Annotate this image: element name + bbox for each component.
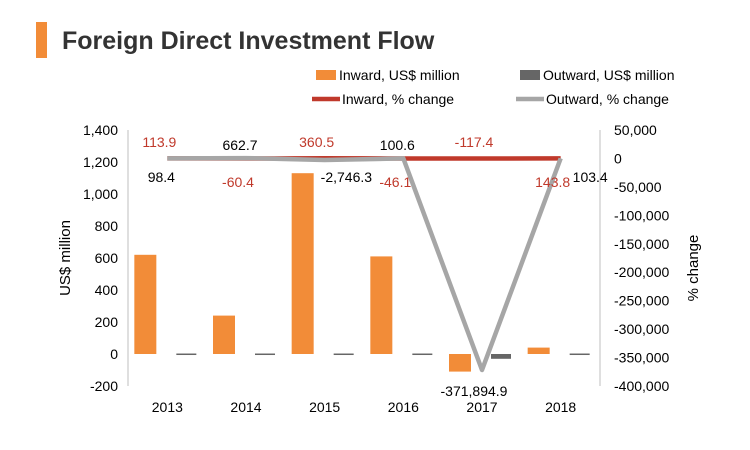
legend-label: Outward, US$ million [543,67,675,83]
data-label: -2,746.3 [321,169,373,185]
legend: Inward, US$ million Outward, US$ million I… [312,67,675,107]
data-label: -117.4 [455,134,494,150]
y2-tick-label: -300,000 [614,321,669,337]
y-tick-label: 800 [95,218,119,234]
y-tick-label: 1,000 [83,186,118,202]
bar [449,354,471,372]
legend-label: Outward, % change [546,91,669,107]
bar [134,254,157,354]
legend-swatch [316,70,336,80]
legend-label: Inward, % change [342,91,454,107]
bar [213,315,235,354]
y2-tick-label: -350,000 [614,350,669,366]
y2-tick-label: 50,000 [614,122,657,138]
bar [569,353,590,356]
series-line [167,155,563,373]
chart-title: Foreign Direct Investment Flow [62,27,435,55]
y-axis-title: US$ million [57,220,74,296]
data-label: 662.7 [222,137,257,153]
x-tick-label: 2016 [388,399,419,415]
y2-tick-label: -400,000 [614,378,669,394]
y2-tick-label: 0 [614,150,622,166]
y2-tick-label: -250,000 [614,293,669,309]
bar [291,173,314,354]
plot-area: 1,400 1,200 1,000 800 600 400 200 0 -200 50,000 0 -… [57,122,702,415]
y-tick-label: 1,400 [83,122,118,138]
data-label: 103.4 [573,169,608,185]
x-tick-label: 2013 [152,399,183,415]
y2-tick-label: -150,000 [614,236,669,252]
bar [370,256,393,354]
data-label: -371,894.9 [441,383,508,399]
data-label: -60.4 [222,174,254,190]
data-label: 98.4 [148,169,175,185]
bar [491,354,511,359]
y2-axis-title: % change [685,235,702,302]
bar [176,353,197,356]
bar [412,353,433,356]
legend-label: Inward, US$ million [339,67,460,83]
data-label: 360.5 [299,134,334,150]
bar [527,347,550,354]
y-tick-label: 200 [95,314,119,330]
bar [255,353,275,356]
bar [333,353,354,356]
x-tick-label: 2014 [230,399,261,415]
y-tick-label: 0 [110,346,118,362]
y-tick-label: 400 [95,282,119,298]
x-tick-label: 2018 [545,399,576,415]
x-tick-label: 2017 [466,399,497,415]
title-accent-bar [36,22,47,58]
data-label: 113.9 [142,134,176,150]
data-label: -46.1 [379,174,411,190]
y2-tick-label: -50,000 [614,179,662,195]
data-label: 100.6 [380,137,415,153]
y-tick-label: -200 [90,378,118,394]
y-tick-label: 1,200 [83,154,118,170]
legend-swatch [520,70,540,80]
y-tick-label: 600 [95,250,119,266]
y2-tick-label: -100,000 [614,207,669,223]
y2-tick-label: -200,000 [614,264,669,280]
x-tick-label: 2015 [309,399,340,415]
data-label: 143.8 [535,174,570,190]
